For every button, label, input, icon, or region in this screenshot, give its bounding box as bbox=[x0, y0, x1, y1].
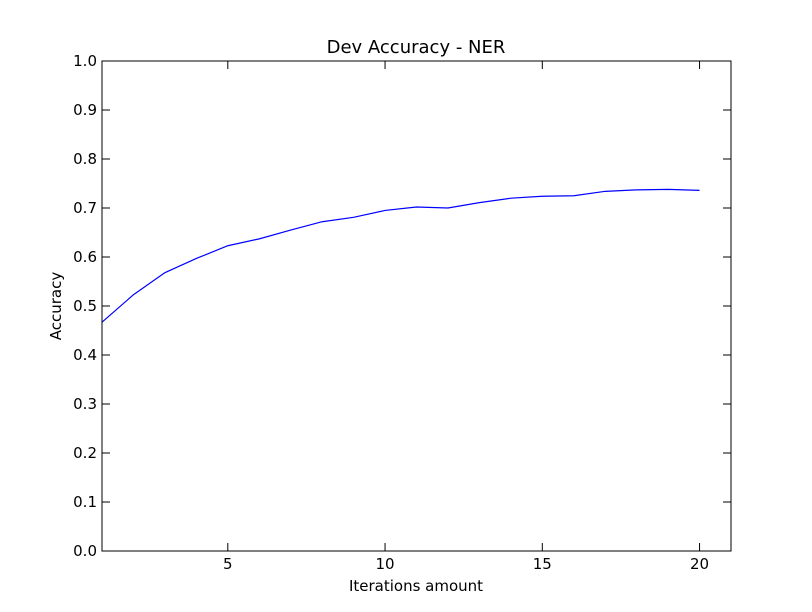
axis-ticks bbox=[102, 60, 731, 552]
series-group bbox=[101, 188, 700, 323]
y-axis-label: Accuracy bbox=[47, 272, 65, 341]
x-tick-label-0: 5 bbox=[223, 555, 233, 573]
y-tick-label-4: 0.4 bbox=[73, 346, 97, 364]
series-line-0 bbox=[101, 188, 700, 323]
plot-frame bbox=[101, 60, 732, 552]
y-tick-label-2: 0.2 bbox=[73, 444, 97, 462]
x-tick-label-2: 15 bbox=[533, 555, 552, 573]
y-tick-label-0: 0.0 bbox=[73, 542, 97, 560]
x-tick-label-1: 10 bbox=[376, 555, 395, 573]
x-tick-label-3: 20 bbox=[690, 555, 709, 573]
y-tick-label-3: 0.3 bbox=[73, 395, 97, 413]
y-tick-label-9: 0.9 bbox=[73, 101, 97, 119]
y-tick-label-8: 0.8 bbox=[73, 150, 97, 168]
chart-title: Dev Accuracy - NER bbox=[327, 37, 506, 58]
y-tick-label-6: 0.6 bbox=[73, 248, 97, 266]
y-tick-label-7: 0.7 bbox=[73, 199, 97, 217]
axis-tick-labels: 5 10 15 20 0.0 0.1 0.2 0.3 0.4 0.5 0.6 0.7 0.8 0.9 1.0 bbox=[73, 52, 709, 573]
y-tick-label-5: 0.5 bbox=[73, 297, 97, 315]
y-tick-label-10: 1.0 bbox=[73, 52, 97, 70]
y-tick-label-1: 0.1 bbox=[73, 493, 97, 511]
x-axis-label: Iterations amount bbox=[349, 577, 483, 595]
